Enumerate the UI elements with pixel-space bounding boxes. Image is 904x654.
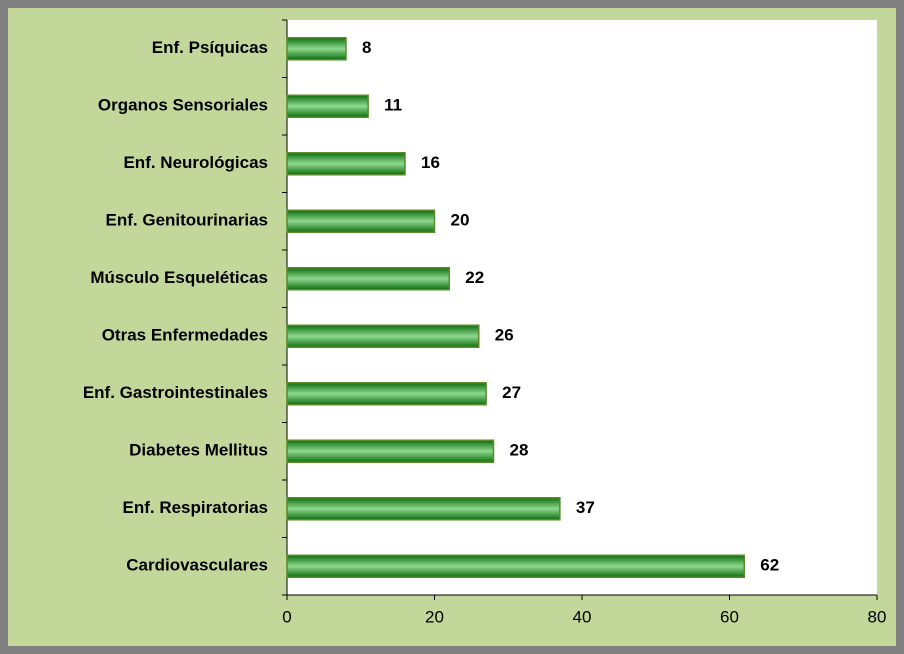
x-tick-label: 0 [282,607,291,626]
y-tick-label: Enf. Respiratorias [123,498,269,517]
bar [286,382,487,406]
y-tick-label: Enf. Neurológicas [123,153,268,172]
bar [286,37,347,61]
bar [286,554,745,578]
bar [286,439,495,463]
data-label: 28 [510,441,529,460]
data-label: 16 [421,153,440,172]
data-label: 62 [760,556,779,575]
y-tick-label: Cardiovasculares [126,556,268,575]
y-tick-label: Enf. Gastrointestinales [83,383,268,402]
data-label: 37 [576,498,595,517]
bar [286,94,369,118]
bar [286,267,450,291]
bar [286,209,436,233]
x-tick-label: 40 [573,607,592,626]
data-label: 27 [502,383,521,402]
x-tick-label: 20 [425,607,444,626]
bar [286,324,480,348]
x-tick-label: 60 [720,607,739,626]
data-label: 22 [465,268,484,287]
x-tick-label: 80 [868,607,887,626]
data-label: 20 [451,211,470,230]
data-label: 8 [362,38,371,57]
y-tick-label: Organos Sensoriales [98,96,268,115]
y-tick-label: Otras Enfermedades [102,326,268,345]
data-label: 11 [384,96,402,115]
y-tick-label: Enf. Psíquicas [152,38,268,57]
y-tick-label: Músculo Esqueléticas [90,268,268,287]
y-tick-label: Diabetes Mellitus [129,441,268,460]
bar [286,152,406,176]
bar [286,497,561,521]
data-label: 26 [495,326,514,345]
y-tick-label: Enf. Genitourinarias [106,211,268,230]
